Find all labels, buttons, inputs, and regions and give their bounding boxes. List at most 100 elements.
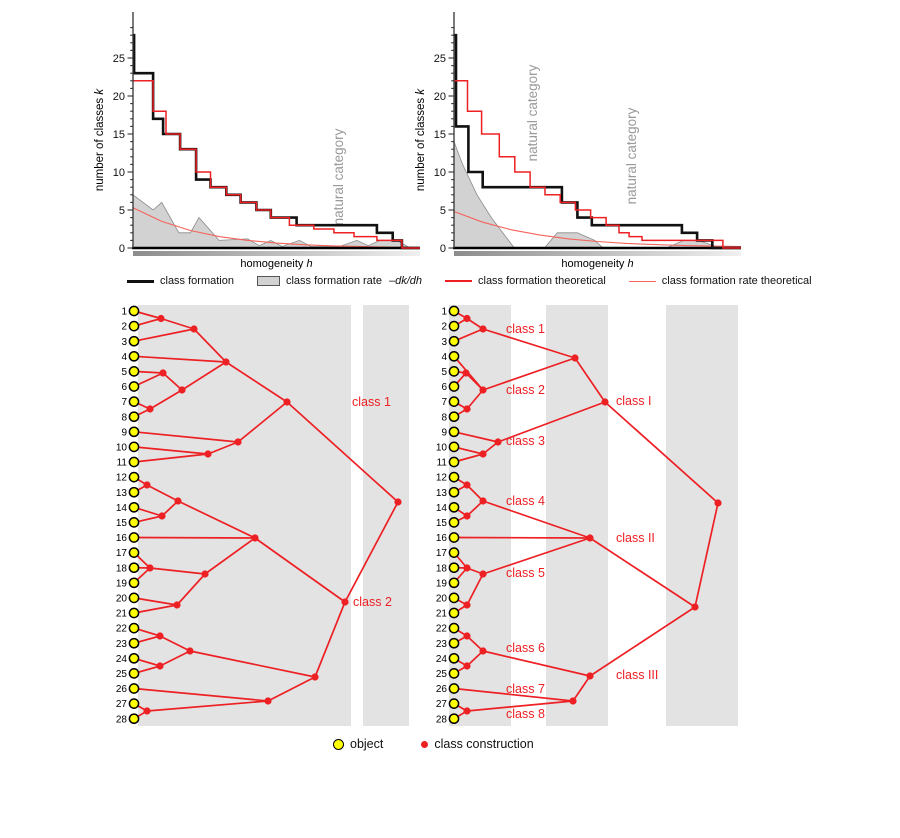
background-band bbox=[138, 305, 351, 726]
dendrogram-edge bbox=[482, 650, 591, 677]
dendrogram-edge bbox=[254, 537, 346, 603]
class-construction-node bbox=[463, 662, 471, 670]
dendrogram-edge bbox=[133, 453, 209, 463]
class-construction-node bbox=[146, 564, 154, 572]
class-construction-node bbox=[204, 450, 212, 458]
class-construction-node bbox=[479, 450, 487, 458]
object-node bbox=[448, 456, 460, 468]
object-number-label: 2 bbox=[441, 322, 447, 333]
y-tick-label: 0 bbox=[119, 243, 125, 255]
object-node bbox=[448, 652, 460, 664]
object-number-label: 26 bbox=[116, 684, 128, 695]
dendrogram-edge bbox=[207, 441, 239, 455]
object-number-label: 9 bbox=[121, 427, 127, 438]
object-number-label: 8 bbox=[121, 412, 127, 423]
dendrogram-edge bbox=[604, 401, 719, 504]
class-construction-node bbox=[311, 673, 319, 681]
dendrogram-edge bbox=[482, 328, 576, 359]
class-label-right-6: class 7 bbox=[506, 682, 545, 696]
dendrogram-edge bbox=[589, 537, 696, 608]
object-node bbox=[128, 637, 140, 649]
class-construction-node bbox=[156, 662, 164, 670]
dendrogram-edge bbox=[160, 317, 195, 330]
legend-item-class-formation-rate-theoretical: class formation rate theoretical bbox=[628, 275, 812, 287]
object-number-label: 17 bbox=[436, 548, 448, 559]
natural-category-annotation-0: natural category bbox=[331, 128, 346, 225]
object-number-label: 13 bbox=[436, 488, 448, 499]
object-number-label: 24 bbox=[116, 654, 128, 665]
y-tick-label: 15 bbox=[434, 129, 446, 141]
object-number-label: 24 bbox=[436, 654, 448, 665]
object-node bbox=[128, 607, 140, 619]
object-number-label: 14 bbox=[436, 503, 448, 514]
class-construction-node bbox=[143, 707, 151, 715]
natural-category-annotation-0: natural category bbox=[525, 64, 540, 161]
step-chart-left: natural category 0 5 10 15 20 25 number of clas… bbox=[94, 12, 421, 270]
dendrogram-edge bbox=[161, 500, 179, 517]
object-number-label: 28 bbox=[436, 714, 448, 725]
dendrogram-edge bbox=[267, 676, 316, 702]
object-node bbox=[448, 411, 460, 423]
dendrogram-edge bbox=[453, 430, 499, 443]
dendrogram-edge bbox=[694, 502, 719, 608]
object-node bbox=[128, 517, 140, 528]
class-label-right-5: class 6 bbox=[506, 641, 545, 655]
dendrogram-edge bbox=[466, 650, 484, 667]
background-band bbox=[449, 305, 511, 726]
natural-category-annotation-1: natural category bbox=[624, 107, 639, 204]
dendrogram-edge bbox=[466, 500, 484, 517]
class-construction-node bbox=[157, 314, 165, 323]
black-line-swatch-icon bbox=[127, 279, 154, 283]
object-number-label: 6 bbox=[121, 382, 127, 393]
legend-label-class-formation: class formation bbox=[160, 275, 234, 287]
object-node bbox=[128, 411, 140, 423]
object-number-label: 8 bbox=[441, 412, 447, 423]
object-number-label: 28 bbox=[116, 714, 128, 725]
x-axis-title: homogeneity h bbox=[240, 258, 312, 270]
class-construction-node bbox=[691, 603, 699, 611]
object-node bbox=[128, 486, 140, 498]
object-number-label: 10 bbox=[436, 443, 448, 454]
object-number-label: 3 bbox=[441, 337, 447, 348]
class-construction-node bbox=[251, 534, 259, 542]
object-number-label: 3 bbox=[121, 337, 127, 348]
class-label-right-8: class I bbox=[616, 394, 651, 408]
dendrogram-edge bbox=[497, 401, 606, 443]
legend-label-object: object bbox=[350, 737, 384, 751]
y-tick-label: 20 bbox=[113, 91, 125, 103]
class-formation-rate-theoretical-curve bbox=[453, 210, 742, 248]
object-number-label: 1 bbox=[121, 307, 127, 318]
object-number-label: 22 bbox=[436, 624, 448, 635]
object-number-label: 5 bbox=[121, 367, 127, 378]
dendrogram-edge bbox=[189, 650, 316, 678]
object-node bbox=[128, 426, 140, 438]
object-node bbox=[448, 668, 460, 679]
dendrogram-edge bbox=[159, 650, 191, 667]
object-number-label: 14 bbox=[116, 503, 128, 514]
object-node bbox=[128, 683, 140, 694]
object-node bbox=[448, 517, 460, 528]
y-tick-label: 10 bbox=[434, 167, 446, 179]
class-construction-node bbox=[463, 632, 471, 640]
object-node bbox=[128, 381, 140, 392]
class-construction-node bbox=[463, 405, 471, 413]
background-band bbox=[363, 305, 409, 726]
object-node bbox=[448, 335, 460, 347]
dendrogram-edge bbox=[159, 635, 191, 652]
legend-math-dkdh: –dk/dh bbox=[388, 275, 422, 287]
class-construction-node bbox=[394, 498, 402, 506]
dendrogram-edge bbox=[453, 536, 591, 539]
red-line-swatch-icon bbox=[445, 280, 472, 282]
dendrogram-edge bbox=[133, 446, 209, 455]
dendrogram-edge bbox=[574, 357, 606, 403]
dendrogram-edge bbox=[133, 536, 256, 539]
legend-label-class-formation-rate-theoretical: class formation rate theoretical bbox=[661, 275, 812, 287]
class-construction-node bbox=[463, 707, 471, 715]
class-construction-marker-icon bbox=[421, 740, 429, 748]
dendrogram-edge bbox=[133, 355, 227, 363]
dendrogram-legend: object class construction bbox=[333, 737, 534, 751]
dendrogram-edge bbox=[482, 357, 576, 391]
object-number-label: 16 bbox=[436, 533, 448, 544]
dendrogram-edge bbox=[133, 328, 195, 343]
